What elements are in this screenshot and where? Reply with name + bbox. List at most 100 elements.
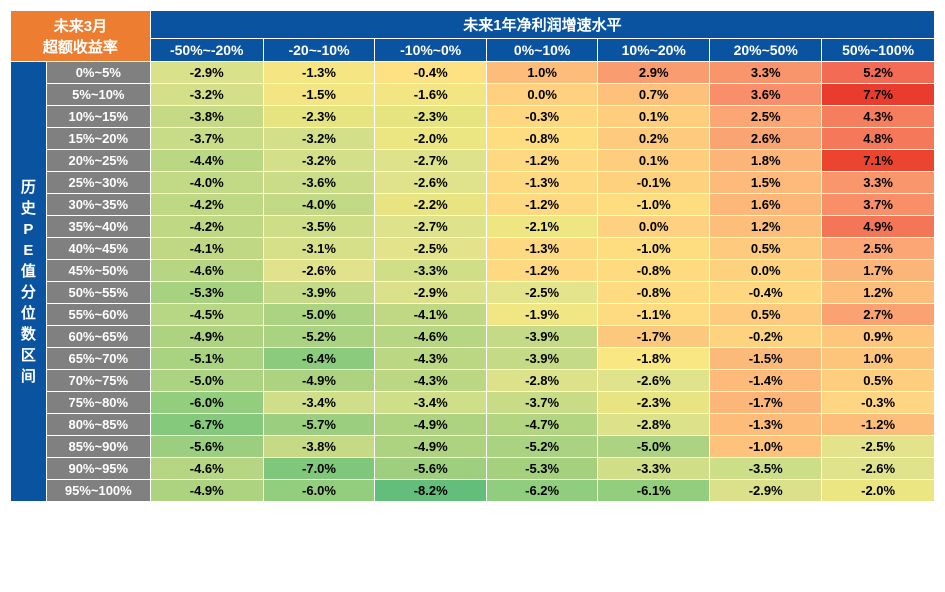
cell-17-4: -5.0% <box>598 436 710 458</box>
cell-5-5: 1.5% <box>710 172 822 194</box>
cell-8-4: -1.0% <box>598 238 710 260</box>
cell-4-0: -4.4% <box>150 150 263 172</box>
row-label-7: 35%~40% <box>46 216 150 238</box>
cell-2-6: 4.3% <box>822 106 935 128</box>
cell-2-0: -3.8% <box>150 106 263 128</box>
cell-17-2: -4.9% <box>375 436 487 458</box>
cell-1-2: -1.6% <box>375 84 487 106</box>
cell-16-4: -2.8% <box>598 414 710 436</box>
cell-13-0: -5.1% <box>150 348 263 370</box>
cell-16-6: -1.2% <box>822 414 935 436</box>
cell-4-2: -2.7% <box>375 150 487 172</box>
cell-9-1: -2.6% <box>263 260 375 282</box>
cell-18-6: -2.6% <box>822 458 935 480</box>
cell-15-0: -6.0% <box>150 392 263 414</box>
cell-4-6: 7.1% <box>822 150 935 172</box>
cell-10-6: 1.2% <box>822 282 935 304</box>
cell-12-2: -4.6% <box>375 326 487 348</box>
row-label-1: 5%~10% <box>46 84 150 106</box>
cell-8-6: 2.5% <box>822 238 935 260</box>
cell-5-1: -3.6% <box>263 172 375 194</box>
cell-3-5: 2.6% <box>710 128 822 150</box>
cell-8-3: -1.3% <box>487 238 598 260</box>
cell-10-3: -2.5% <box>487 282 598 304</box>
cell-5-6: 3.3% <box>822 172 935 194</box>
cell-1-0: -3.2% <box>150 84 263 106</box>
row-label-2: 10%~15% <box>46 106 150 128</box>
col-header-3: 0%~10% <box>487 39 598 62</box>
cell-17-0: -5.6% <box>150 436 263 458</box>
row-label-16: 80%~85% <box>46 414 150 436</box>
cell-16-5: -1.3% <box>710 414 822 436</box>
cell-10-4: -0.8% <box>598 282 710 304</box>
cell-1-6: 7.7% <box>822 84 935 106</box>
cell-12-0: -4.9% <box>150 326 263 348</box>
cell-14-5: -1.4% <box>710 370 822 392</box>
cell-16-1: -5.7% <box>263 414 375 436</box>
row-label-18: 90%~95% <box>46 458 150 480</box>
cell-14-6: 0.5% <box>822 370 935 392</box>
cell-9-5: 0.0% <box>710 260 822 282</box>
cell-4-4: 0.1% <box>598 150 710 172</box>
row-label-6: 30%~35% <box>46 194 150 216</box>
cell-9-4: -0.8% <box>598 260 710 282</box>
row-label-12: 60%~65% <box>46 326 150 348</box>
cell-6-0: -4.2% <box>150 194 263 216</box>
heatmap-table: 未来3月 超额收益率 未来1年净利润增速水平 -50%~-20%-20~-10%… <box>10 10 935 502</box>
cell-7-4: 0.0% <box>598 216 710 238</box>
col-header-4: 10%~20% <box>598 39 710 62</box>
cell-11-6: 2.7% <box>822 304 935 326</box>
cell-8-0: -4.1% <box>150 238 263 260</box>
cell-9-6: 1.7% <box>822 260 935 282</box>
col-header-0: -50%~-20% <box>150 39 263 62</box>
cell-2-1: -2.3% <box>263 106 375 128</box>
cell-5-0: -4.0% <box>150 172 263 194</box>
cell-12-5: -0.2% <box>710 326 822 348</box>
cell-10-0: -5.3% <box>150 282 263 304</box>
cell-12-1: -5.2% <box>263 326 375 348</box>
row-label-15: 75%~80% <box>46 392 150 414</box>
cell-12-6: 0.9% <box>822 326 935 348</box>
cell-11-4: -1.1% <box>598 304 710 326</box>
cell-18-4: -3.3% <box>598 458 710 480</box>
cell-13-6: 1.0% <box>822 348 935 370</box>
cell-3-2: -2.0% <box>375 128 487 150</box>
cell-4-3: -1.2% <box>487 150 598 172</box>
cell-2-3: -0.3% <box>487 106 598 128</box>
cell-0-2: -0.4% <box>375 62 487 84</box>
row-label-14: 70%~75% <box>46 370 150 392</box>
cell-19-4: -6.1% <box>598 480 710 502</box>
cell-16-2: -4.9% <box>375 414 487 436</box>
cell-13-3: -3.9% <box>487 348 598 370</box>
cell-16-3: -4.7% <box>487 414 598 436</box>
col-header-6: 50%~100% <box>822 39 935 62</box>
row-label-3: 15%~20% <box>46 128 150 150</box>
cell-6-1: -4.0% <box>263 194 375 216</box>
row-label-10: 50%~55% <box>46 282 150 304</box>
cell-11-1: -5.0% <box>263 304 375 326</box>
cell-17-5: -1.0% <box>710 436 822 458</box>
cell-19-5: -2.9% <box>710 480 822 502</box>
cell-8-2: -2.5% <box>375 238 487 260</box>
cell-7-5: 1.2% <box>710 216 822 238</box>
cell-0-5: 3.3% <box>710 62 822 84</box>
cell-14-2: -4.3% <box>375 370 487 392</box>
cell-7-6: 4.9% <box>822 216 935 238</box>
cell-0-3: 1.0% <box>487 62 598 84</box>
cell-9-0: -4.6% <box>150 260 263 282</box>
cell-2-2: -2.3% <box>375 106 487 128</box>
cell-19-3: -6.2% <box>487 480 598 502</box>
cell-9-3: -1.2% <box>487 260 598 282</box>
side-header: 历史PE值分位数区间 <box>11 62 47 502</box>
cell-6-3: -1.2% <box>487 194 598 216</box>
cell-17-3: -5.2% <box>487 436 598 458</box>
cell-19-6: -2.0% <box>822 480 935 502</box>
cell-3-3: -0.8% <box>487 128 598 150</box>
cell-12-4: -1.7% <box>598 326 710 348</box>
cell-14-0: -5.0% <box>150 370 263 392</box>
cell-2-4: 0.1% <box>598 106 710 128</box>
top-header: 未来1年净利润增速水平 <box>150 11 934 39</box>
cell-4-1: -3.2% <box>263 150 375 172</box>
cell-18-2: -5.6% <box>375 458 487 480</box>
cell-3-1: -3.2% <box>263 128 375 150</box>
